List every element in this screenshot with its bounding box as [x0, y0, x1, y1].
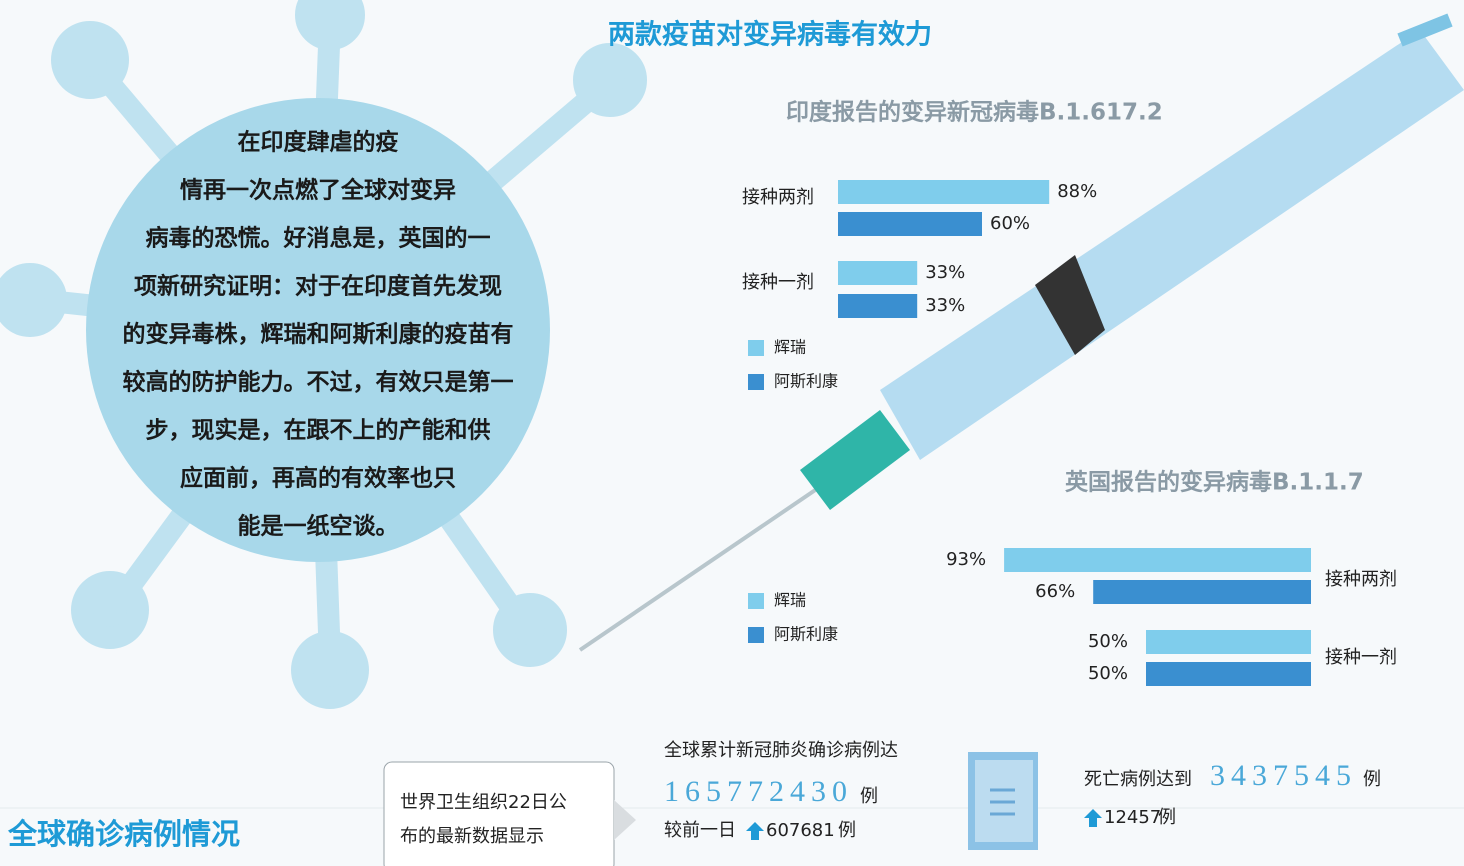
legend-swatch	[748, 374, 764, 390]
legend-swatch	[748, 627, 764, 643]
cases-total: 165772430	[664, 775, 853, 808]
intro-line: 的变异毒株，辉瑞和阿斯利康的疫苗有	[123, 321, 514, 348]
legend-swatch	[748, 340, 764, 356]
page-title: 两款疫苗对变异病毒有效力	[608, 19, 932, 51]
value-label: 33%	[925, 295, 965, 316]
bar	[838, 261, 917, 285]
value-label: 88%	[1057, 181, 1097, 202]
change-label: 较前一日	[664, 820, 736, 841]
category-label: 接种两剂	[742, 187, 814, 208]
unit: 例	[1158, 807, 1176, 828]
chart-title: 英国报告的变异病毒B.1.1.7	[1065, 469, 1364, 496]
intro-text: 在印度肆虐的疫情再一次点燃了全球对变异病毒的恐慌。好消息是，英国的一项新研究证明…	[123, 129, 514, 540]
source-text: 布的最新数据显示	[400, 826, 544, 847]
chart-title: 印度报告的变异新冠病毒B.1.617.2	[786, 99, 1163, 126]
legend-label: 辉瑞	[774, 591, 806, 610]
intro-line: 较高的防护能力。不过，有效只是第一	[123, 369, 514, 396]
cases-change: 607681	[766, 820, 835, 841]
intro-line: 项新研究证明：对于在印度首先发现	[134, 273, 502, 300]
legend-label: 辉瑞	[774, 338, 806, 357]
document-icon	[968, 752, 1038, 850]
value-label: 66%	[1035, 581, 1075, 602]
unit: 例	[860, 786, 878, 807]
bar	[838, 212, 982, 236]
intro-line: 步，现实是，在跟不上的产能和供	[146, 417, 491, 444]
legend-label: 阿斯利康	[774, 372, 838, 391]
infographic: 两款疫苗对变异病毒有效力 在印度肆虐的疫情再一次点燃了全球对变异病毒的恐慌。好消…	[0, 0, 1464, 866]
value-label: 50%	[1088, 631, 1128, 652]
intro-line: 能是一纸空谈。	[238, 513, 399, 540]
intro-line: 情再一次点燃了全球对变异	[180, 177, 456, 204]
value-label: 93%	[946, 549, 986, 570]
bar	[1146, 662, 1311, 686]
legend-label: 阿斯利康	[774, 625, 838, 644]
bar	[838, 180, 1049, 204]
deaths-total: 3437545	[1210, 759, 1357, 792]
intro-line: 病毒的恐慌。好消息是，英国的一	[146, 225, 491, 252]
value-label: 33%	[925, 262, 965, 283]
category-label: 接种两剂	[1325, 569, 1397, 590]
value-label: 60%	[990, 213, 1030, 234]
unit: 例	[838, 820, 856, 841]
deaths-change: 12457	[1104, 807, 1161, 828]
value-label: 50%	[1088, 663, 1128, 684]
legend-swatch	[748, 593, 764, 609]
category-label: 接种一剂	[742, 272, 814, 293]
bar	[1093, 580, 1311, 604]
intro-line: 在印度肆虐的疫	[238, 129, 399, 156]
source-text: 世界卫生组织22日公	[400, 792, 567, 813]
category-label: 接种一剂	[1325, 647, 1397, 668]
bar	[838, 294, 917, 318]
bar	[1146, 630, 1311, 654]
bar	[1004, 548, 1311, 572]
deaths-label: 死亡病例达到	[1084, 769, 1192, 790]
cases-label: 全球累计新冠肺炎确诊病例达	[664, 740, 898, 761]
unit: 例	[1363, 769, 1381, 790]
section-title: 全球确诊病例情况	[7, 817, 240, 851]
source-box	[384, 762, 614, 866]
intro-line: 应面前，再高的有效率也只	[180, 465, 456, 492]
